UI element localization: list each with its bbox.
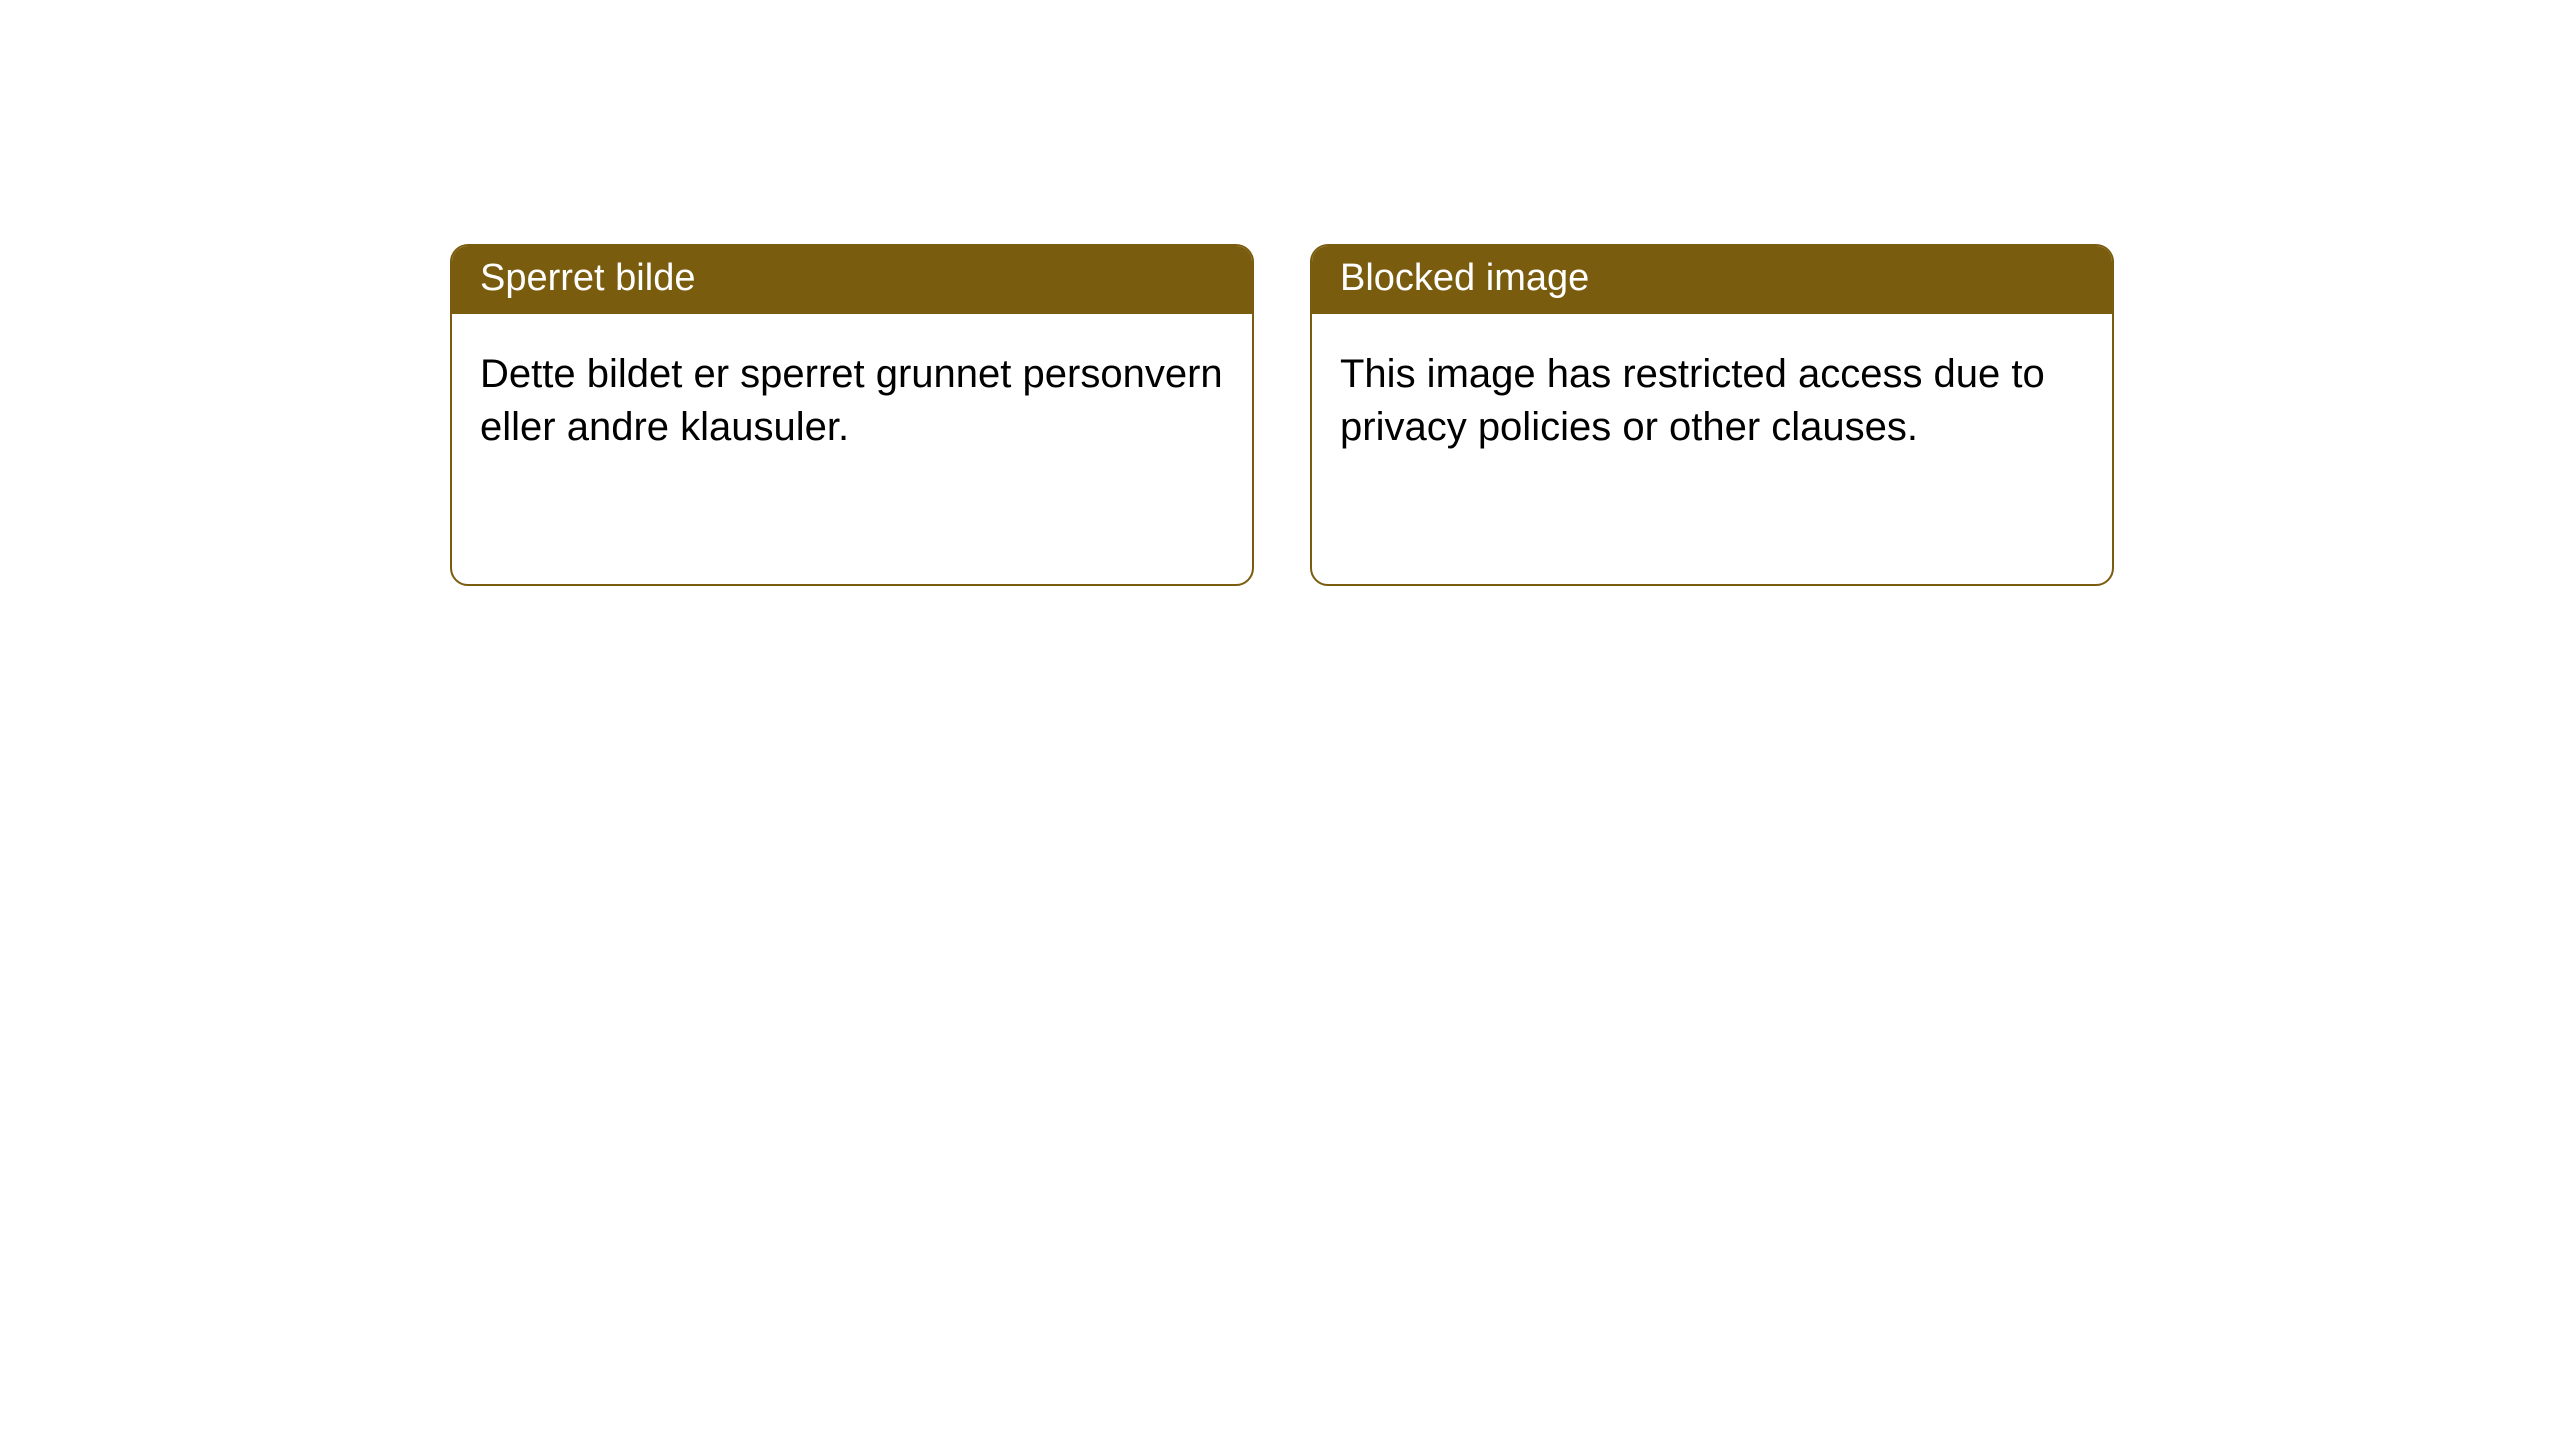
notice-body: Dette bildet er sperret grunnet personve… xyxy=(452,314,1252,584)
notice-header: Sperret bilde xyxy=(452,246,1252,314)
notice-card-norwegian: Sperret bilde Dette bildet er sperret gr… xyxy=(450,244,1254,586)
notice-header: Blocked image xyxy=(1312,246,2112,314)
notice-body: This image has restricted access due to … xyxy=(1312,314,2112,584)
notice-container: Sperret bilde Dette bildet er sperret gr… xyxy=(0,0,2560,586)
notice-card-english: Blocked image This image has restricted … xyxy=(1310,244,2114,586)
